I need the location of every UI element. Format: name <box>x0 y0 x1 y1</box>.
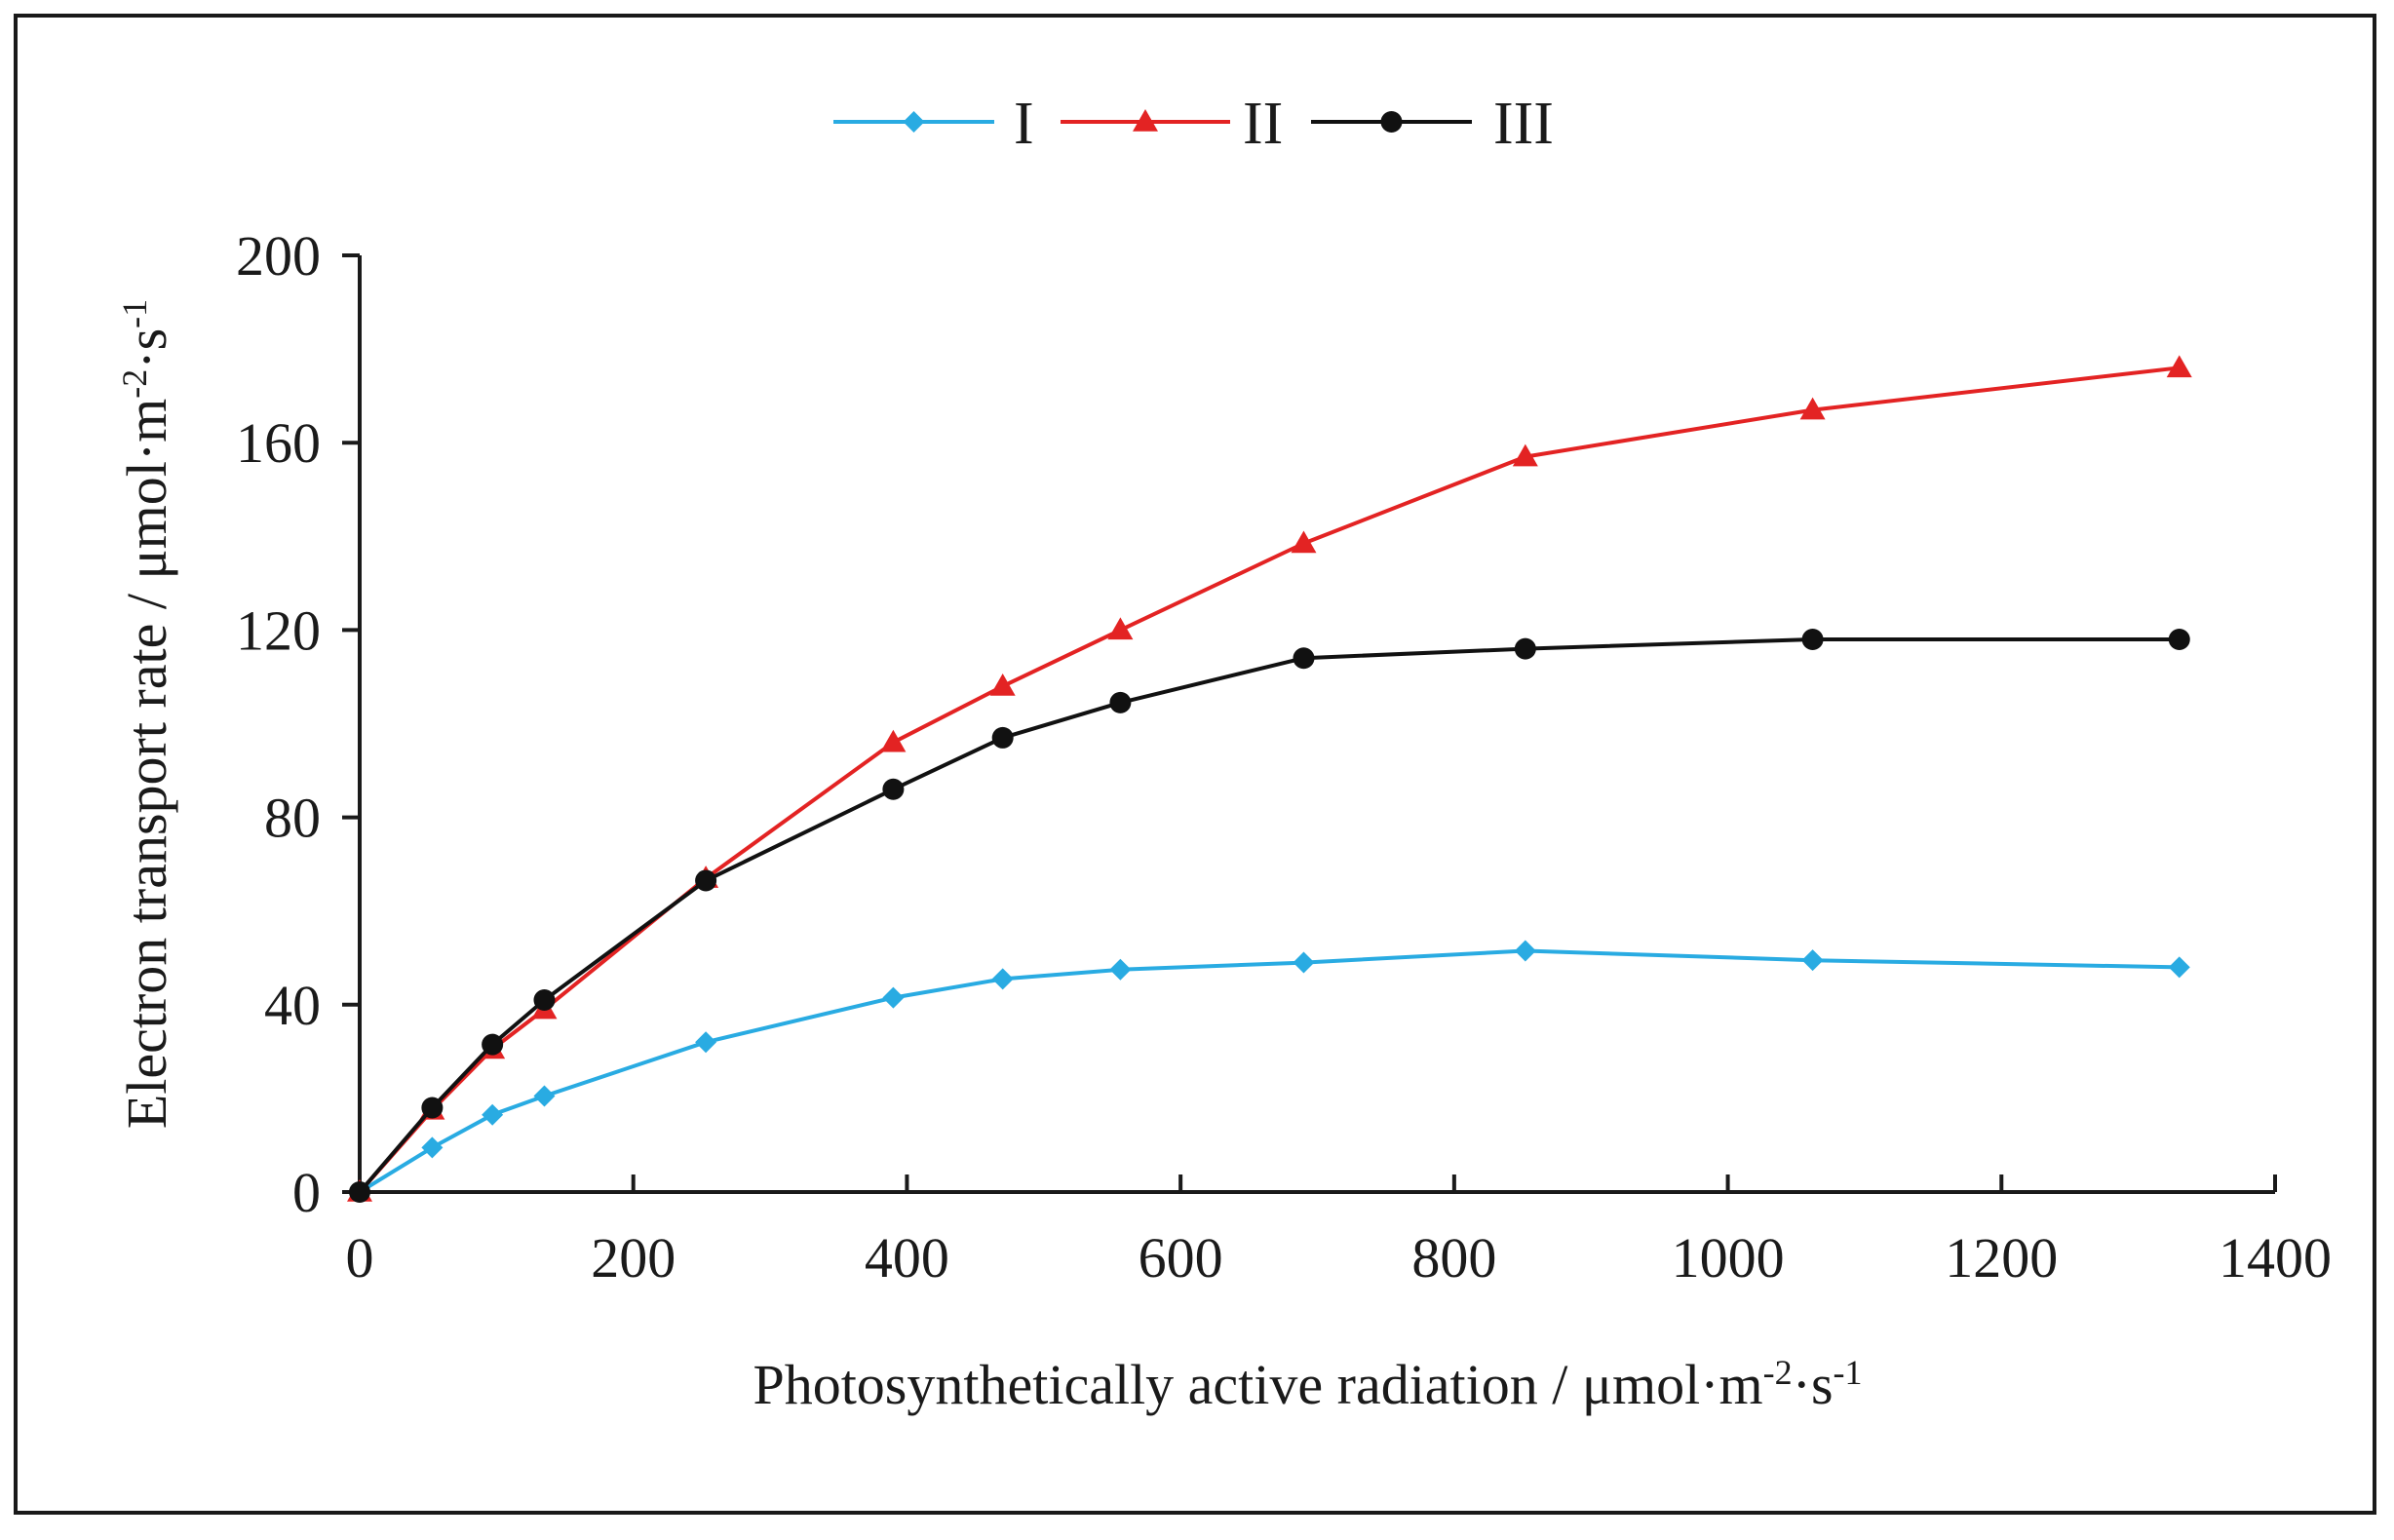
y-tick-label: 80 <box>264 787 321 850</box>
axes <box>358 255 2275 1194</box>
x-axis-title: Photosynthetically active radiation / μm… <box>753 1353 1862 1416</box>
data-point-I <box>482 1103 504 1126</box>
x-tick-label: 400 <box>865 1226 949 1290</box>
data-point-II <box>989 674 1016 696</box>
data-point-III <box>482 1033 504 1056</box>
legend-item-III: III <box>1311 91 1554 157</box>
data-point-I <box>695 1031 717 1054</box>
series-line-III <box>358 637 2180 1194</box>
data-point-I <box>1293 951 1315 974</box>
x-axis-title-sup2: -1 <box>1834 1353 1863 1392</box>
x-axis-title-sup1: -2 <box>1763 1353 1793 1392</box>
data-point-I <box>991 968 1014 990</box>
data-point-III <box>1109 691 1132 713</box>
data-point-III <box>533 988 556 1011</box>
legend-marker-I <box>903 111 925 133</box>
data-point-III <box>1801 629 1824 651</box>
data-point-III <box>1514 637 1536 660</box>
series-III <box>349 629 2190 1203</box>
x-tick-label: 1200 <box>1945 1226 2058 1290</box>
y-axis-title: Electron transport rate / μmol·m-2·s-1 <box>115 299 178 1129</box>
y-axis-title-sup1: -2 <box>115 369 154 399</box>
data-point-III <box>349 1181 370 1203</box>
y-axis-title-main: Electron transport rate / μmol·m <box>115 399 178 1129</box>
data-point-I <box>1109 958 1132 981</box>
series <box>347 355 2192 1203</box>
x-axis-title-mid: ·s <box>1793 1353 1834 1416</box>
chart-frame <box>14 14 2376 1515</box>
data-point-III <box>1293 647 1315 670</box>
ticks: 0 40 80 120 160 200 0 200 400 600 800 1000 1200 1400 <box>236 224 2332 1290</box>
x-tick-label: 600 <box>1139 1226 1223 1290</box>
data-point-III <box>421 1097 444 1119</box>
x-tick-label: 1000 <box>1672 1226 1785 1290</box>
data-point-I <box>533 1085 556 1107</box>
series-line-I <box>358 948 2180 1194</box>
data-point-II <box>1512 443 1538 467</box>
legend-label-III: III <box>1493 91 1554 157</box>
series-II <box>347 355 2192 1202</box>
y-axis-title-mid: ·s <box>115 328 178 369</box>
data-point-III <box>695 869 717 892</box>
x-tick-label: 800 <box>1411 1226 1496 1290</box>
y-tick-label: 160 <box>236 411 321 475</box>
x-tick-label: 200 <box>591 1226 676 1290</box>
data-point-III <box>882 778 905 800</box>
legend-label-I: I <box>1014 91 1034 157</box>
legend-item-II: II <box>1061 91 1283 157</box>
data-point-I <box>1514 940 1536 962</box>
y-tick-label: 120 <box>236 598 321 662</box>
legend: I II III <box>833 91 1554 157</box>
data-point-II <box>880 729 907 752</box>
data-point-II <box>2166 355 2192 378</box>
data-point-I <box>421 1136 444 1159</box>
data-point-I <box>2168 956 2190 979</box>
legend-marker-II <box>1133 109 1158 132</box>
y-tick-label: 0 <box>292 1161 321 1224</box>
data-point-II <box>1107 617 1134 640</box>
data-point-I <box>1801 949 1824 972</box>
x-axis-title-main: Photosynthetically active radiation / μm… <box>753 1353 1762 1416</box>
series-line-II <box>358 366 2181 1194</box>
series-I <box>349 940 2190 1203</box>
data-point-I <box>882 986 905 1009</box>
data-point-II <box>1799 397 1826 420</box>
data-point-III <box>2168 629 2190 651</box>
y-axis-title-sup2: -1 <box>115 299 154 328</box>
data-point-III <box>991 726 1014 749</box>
x-tick-label: 0 <box>346 1226 374 1290</box>
legend-item-I: I <box>833 91 1034 157</box>
data-point-II <box>1291 530 1317 554</box>
legend-marker-III <box>1380 111 1403 133</box>
x-tick-label: 1400 <box>2219 1226 2332 1290</box>
y-tick-label: 200 <box>236 224 321 288</box>
y-tick-label: 40 <box>264 974 321 1037</box>
legend-label-II: II <box>1243 91 1283 157</box>
